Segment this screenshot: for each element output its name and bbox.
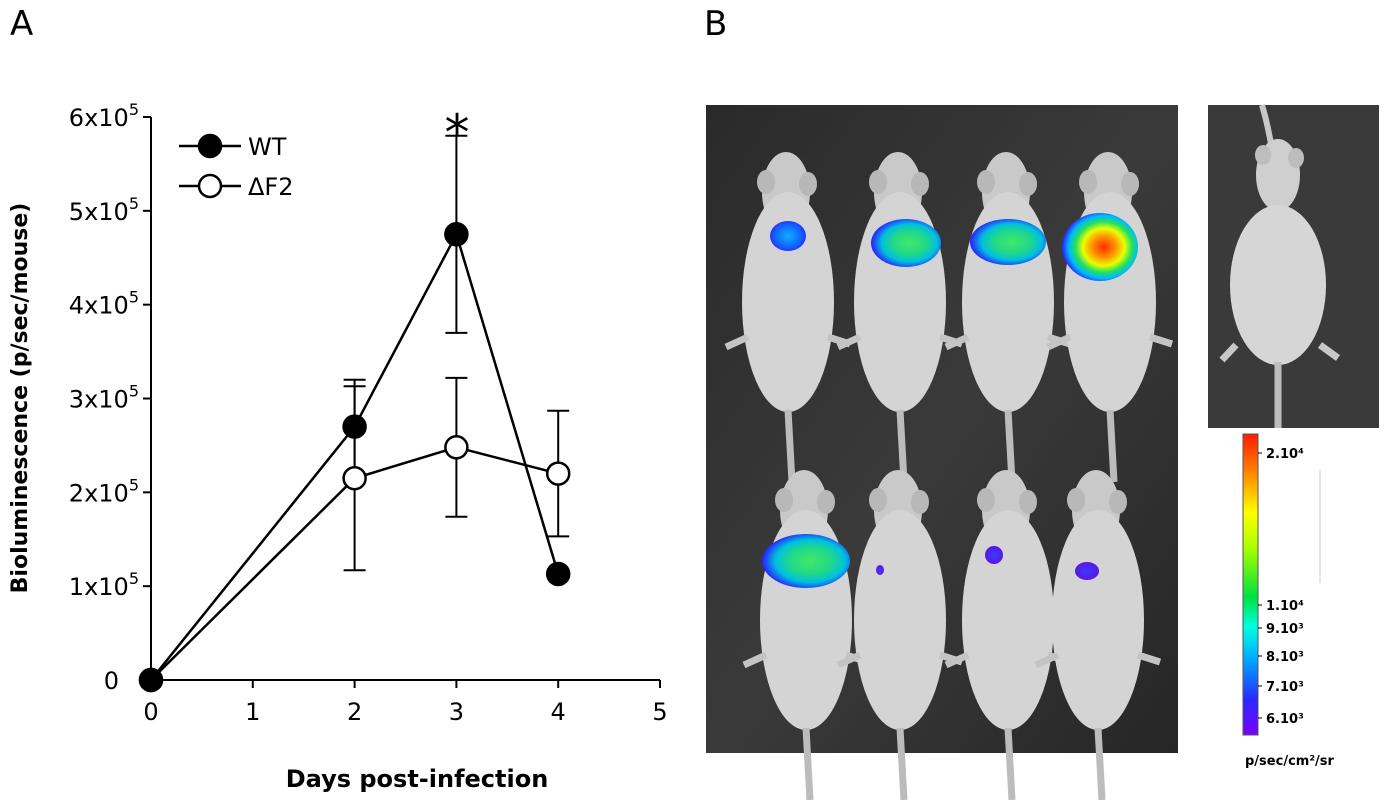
color-scale-tick-label: 7.10³ <box>1266 680 1304 695</box>
color-scale-tick-label: 8.10³ <box>1266 650 1304 665</box>
color-scale-ticks: 2.10⁴ 1.10⁴ 9.10³ 8.10³ 7.10³ 6.10³ <box>1258 447 1304 727</box>
color-scale-bar <box>1242 433 1259 736</box>
line-chart: 0 1x105 2x105 3x105 4x105 5x105 6x105 0 1 2 3 4 5 WT… <box>8 100 668 793</box>
series-lines <box>150 231 560 681</box>
y-tick-label: 0 <box>104 667 119 695</box>
series-line-df2 <box>150 445 559 681</box>
bioluminescence-signal <box>876 565 884 575</box>
x-tick-label: 2 <box>347 698 362 726</box>
x-tick-label: 4 <box>551 698 566 726</box>
data-point-wt <box>138 667 164 693</box>
mouse <box>836 470 964 800</box>
x-axis-label: Days post-infection <box>286 765 549 793</box>
control-mouse <box>1219 104 1341 428</box>
legend-marker <box>197 173 223 199</box>
x-tick-label: 0 <box>143 698 158 726</box>
color-scale-tick-label: 2.10⁴ <box>1266 447 1304 462</box>
x-tick-label: 3 <box>449 698 464 726</box>
color-scale-unit: p/sec/cm²/sr <box>1245 754 1334 769</box>
panel-label-b: B <box>704 4 728 44</box>
color-scale-tick-label: 6.10³ <box>1266 712 1304 727</box>
data-point-df2 <box>444 435 469 460</box>
bioluminescence-signal <box>1075 562 1099 580</box>
mouse <box>944 470 1072 800</box>
data-points <box>138 222 571 693</box>
bioluminescence-signal <box>871 219 941 267</box>
data-point-wt <box>545 561 571 587</box>
legend-marker <box>197 133 223 159</box>
x-tick-label: 5 <box>652 698 667 726</box>
chart-axes: 0 1x105 2x105 3x105 4x105 5x105 6x105 0 1 2 3 4 5 <box>69 100 668 726</box>
x-tick-label: 1 <box>245 698 260 726</box>
data-point-wt <box>342 414 367 439</box>
y-axis-label: Bioluminescence (p/sec/mouse) <box>8 203 33 594</box>
legend-label: ΔF2 <box>248 173 294 201</box>
data-point-wt <box>444 222 469 247</box>
mouse <box>1034 470 1162 800</box>
y-tick-label: 3x105 <box>69 382 139 414</box>
series-line-wt <box>150 231 560 681</box>
color-scale-tick-label: 9.10³ <box>1266 622 1304 637</box>
mouse <box>724 152 852 483</box>
bioluminescence-signal <box>970 219 1046 265</box>
legend-label: WT <box>248 133 287 161</box>
bioluminescence-signal <box>985 546 1003 564</box>
significance-annotation: * <box>445 104 470 162</box>
y-tick-label: 5x105 <box>69 194 139 226</box>
bioluminescence-signal <box>770 221 806 251</box>
y-tick-label: 1x105 <box>69 569 139 601</box>
bioluminescence-signal <box>762 534 850 588</box>
y-tick-label: 6x105 <box>69 100 139 132</box>
legend: WT ΔF2 <box>179 133 294 201</box>
y-tick-label: 2x105 <box>69 475 139 507</box>
color-scale-tick-label: 1.10⁴ <box>1266 599 1304 614</box>
mice-group <box>724 152 1174 800</box>
y-tick-label: 4x105 <box>69 288 139 320</box>
panel-label-a: A <box>10 4 34 44</box>
bioluminescence-signal <box>1062 213 1138 281</box>
data-point-df2 <box>342 466 367 491</box>
data-point-df2 <box>545 461 571 486</box>
